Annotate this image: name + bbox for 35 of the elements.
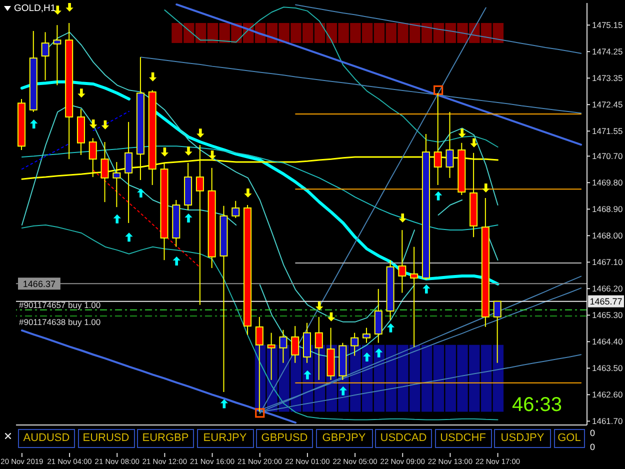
y-tick-label: 1463.50: [592, 363, 623, 374]
y-tick-label: 1465.30: [592, 310, 623, 320]
y-tick-label: 1469.80: [592, 178, 623, 188]
y-tick-label: 1461.70: [592, 416, 623, 426]
y-tick-label: 1464.40: [592, 336, 623, 347]
y-tick-label: 1471.55: [592, 126, 623, 136]
button: USDJPY: [494, 429, 551, 448]
button: GBPJPY: [316, 429, 372, 448]
y-tick-label: 1467.10: [592, 257, 623, 268]
y-tick-label: 1470.70: [592, 151, 623, 162]
button: USDCHF: [434, 429, 492, 448]
chart-title: GOLD,H1: [14, 3, 56, 14]
ref-line-label: #901174657 buy 1.00: [19, 300, 101, 310]
button: EURGBP: [137, 429, 194, 448]
ref-line-label: #901174638 buy 1.00: [19, 317, 101, 328]
y-tick-label: 1466.20: [592, 284, 623, 294]
button: EURJPY: [196, 429, 254, 448]
price-tag: 1465.77: [588, 295, 624, 308]
ref-line-label: 1466.37: [22, 278, 56, 289]
y-tick-label: 1475.15: [592, 20, 623, 30]
button: EURUSD: [78, 429, 134, 448]
text: 0: [590, 428, 596, 438]
y-tick-label: 1468.00: [592, 230, 623, 241]
y-tick-label: 1472.45: [592, 100, 623, 110]
button: USDCAD: [375, 429, 432, 448]
text: 0: [590, 442, 596, 452]
annotation: 46:33: [512, 394, 562, 416]
button: GBPUSD: [256, 429, 313, 448]
price-tag: 1466.37: [18, 278, 60, 290]
y-tick-label: 1462.60: [592, 390, 623, 400]
y-tick-label: 1473.35: [592, 73, 623, 84]
button: GOL: [554, 429, 585, 448]
button: AUDUSD: [18, 429, 75, 448]
y-tick-label: 1468.90: [592, 204, 623, 214]
y-tick-label: 1474.25: [592, 46, 623, 57]
